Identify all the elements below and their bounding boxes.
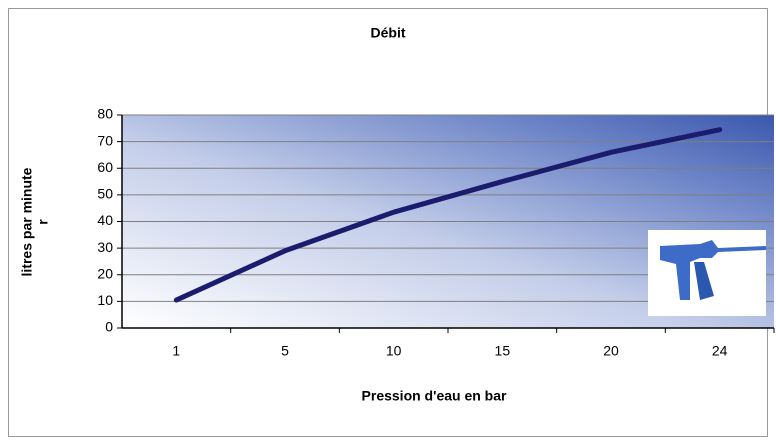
product-image xyxy=(648,230,766,316)
y-tick-label: 60 xyxy=(97,159,113,175)
x-tick-label: 15 xyxy=(495,343,511,359)
y-tick-label: 80 xyxy=(97,106,113,122)
y-tick-label: 10 xyxy=(97,292,113,308)
gun-trigger xyxy=(694,262,714,300)
y-axis-title-line: r xyxy=(35,219,51,225)
y-tick-label: 0 xyxy=(105,319,113,335)
x-tick-label: 20 xyxy=(603,343,619,359)
y-axis-title: litres par minute r xyxy=(19,167,51,276)
chart-title: Débit xyxy=(371,25,406,41)
y-tick-label: 20 xyxy=(97,265,113,281)
gun-body xyxy=(660,240,766,300)
y-tick-label: 70 xyxy=(97,132,113,148)
line-series xyxy=(173,127,723,303)
y-axis-title-line: litres par minute xyxy=(19,167,35,276)
x-tick-label: 5 xyxy=(281,343,289,359)
y-tick-label: 40 xyxy=(97,212,113,228)
x-tick-label: 24 xyxy=(712,343,728,359)
x-tick-label: 10 xyxy=(386,343,402,359)
x-tick-label: 1 xyxy=(172,343,180,359)
y-tick-label: 30 xyxy=(97,239,113,255)
y-tick-label: 50 xyxy=(97,186,113,202)
x-axis-title: Pression d'eau en bar xyxy=(362,388,507,404)
